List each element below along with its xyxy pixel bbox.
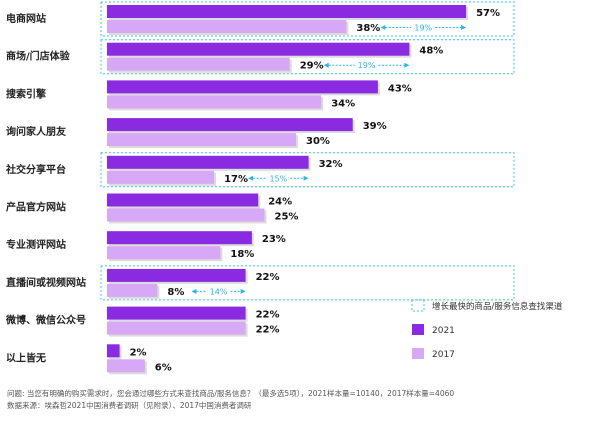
growth-annotation-label: 19% [414,24,432,33]
data-label-2021: 24% [268,197,292,208]
growth-annotation-label: 15% [269,174,287,183]
category-label: 商场/门店体验 [6,50,71,63]
data-label-2017: 18% [230,249,254,260]
growth-arrow-head [191,288,197,294]
category-label: 社交分享平台 [5,163,66,176]
bar-2017 [107,321,246,335]
bar-2017 [107,283,158,297]
bar-2017 [107,20,347,33]
bar-chart: 电商网站 57% 38% 商场/门店体验 48% 29% 搜索引擎 43% 34% 询问家人朋友 3… [5,1,563,375]
growth-arrow-head [461,25,467,30]
legend-highlight-label: 增长最快的商品/服务信息查找渠道 [432,301,563,312]
category-label: 搜索引擎 [6,87,46,100]
bar-2017 [107,133,296,147]
bar-2021 [107,231,252,245]
data-label-2017: 17% [224,174,248,185]
highlight-box [100,152,515,188]
bar-2017 [107,246,221,260]
data-label-2021: 32% [319,159,343,170]
growth-arrow-head [248,175,254,181]
growth-arrow-head [380,25,386,30]
bar-2021 [107,80,378,94]
data-label-2021: 43% [388,83,412,94]
highlight-box [100,1,515,37]
legend-swatch-2021 [412,324,424,335]
bar-2021 [107,155,309,169]
growth-arrow-head [303,175,309,181]
bar-2021 [107,306,246,320]
growth-arrow-head [240,288,246,294]
bar-2017 [107,359,145,373]
legend-label-2021: 2021 [432,326,455,336]
data-label-2021: 23% [262,234,286,245]
data-label-2017: 38% [356,23,380,34]
data-label-2021: 2% [130,347,147,358]
legend-label-2017: 2017 [432,350,455,360]
category-label: 以上皆无 [6,351,46,364]
highlight-box [100,39,515,75]
category-label: 产品官方网站 [6,201,66,214]
legend-swatch-2017 [412,348,424,359]
footnotes: 问题: 当您有明确的购买需求时，您会通过哪些方式来查找商品/服务信息？（最多选5… [7,388,587,412]
highlight-box [100,265,515,301]
data-label-2017: 8% [167,287,184,298]
growth-annotation-label: 19% [358,61,376,70]
category-label: 专业测评网站 [6,238,66,251]
bar-2021 [107,118,353,132]
data-label-2021: 22% [256,310,280,321]
bar-2021 [107,5,467,18]
data-label-2021: 39% [363,121,387,132]
growth-annotation-label: 14% [210,287,228,296]
data-label-2017: 6% [155,362,172,373]
data-label-2021: 57% [476,8,500,19]
data-label-2017: 22% [256,325,280,336]
growth-arrow-head [323,62,329,68]
footnote-source: 数据来源：埃森哲2021中国消费者调研（见附录）、2017中国消费者调研 [7,401,252,410]
growth-arrow-head [404,62,410,68]
category-label: 直播间或视频网站 [6,276,86,289]
legend-highlight-swatch [411,299,425,312]
category-label: 微博、微信公众号 [5,314,86,327]
data-label-2017: 25% [275,212,299,223]
category-label: 电商网站 [6,12,46,25]
bar-2017 [107,95,322,109]
footnote-question: 问题: 当您有明确的购买需求时，您会通过哪些方式来查找商品/服务信息？（最多选5… [7,389,455,398]
data-label-2021: 22% [256,272,280,283]
data-label-2017: 34% [331,98,355,109]
bar-2021 [107,268,246,282]
bar-2021 [107,193,259,207]
bar-2021 [107,344,120,358]
bar-2017 [107,57,290,71]
bar-2017 [107,208,265,222]
category-label: 询问家人朋友 [6,125,66,138]
bar-2021 [107,42,410,56]
data-label-2017: 30% [306,136,330,147]
data-label-2017: 29% [300,61,324,72]
data-label-2021: 48% [419,46,443,57]
bar-2017 [107,170,215,184]
